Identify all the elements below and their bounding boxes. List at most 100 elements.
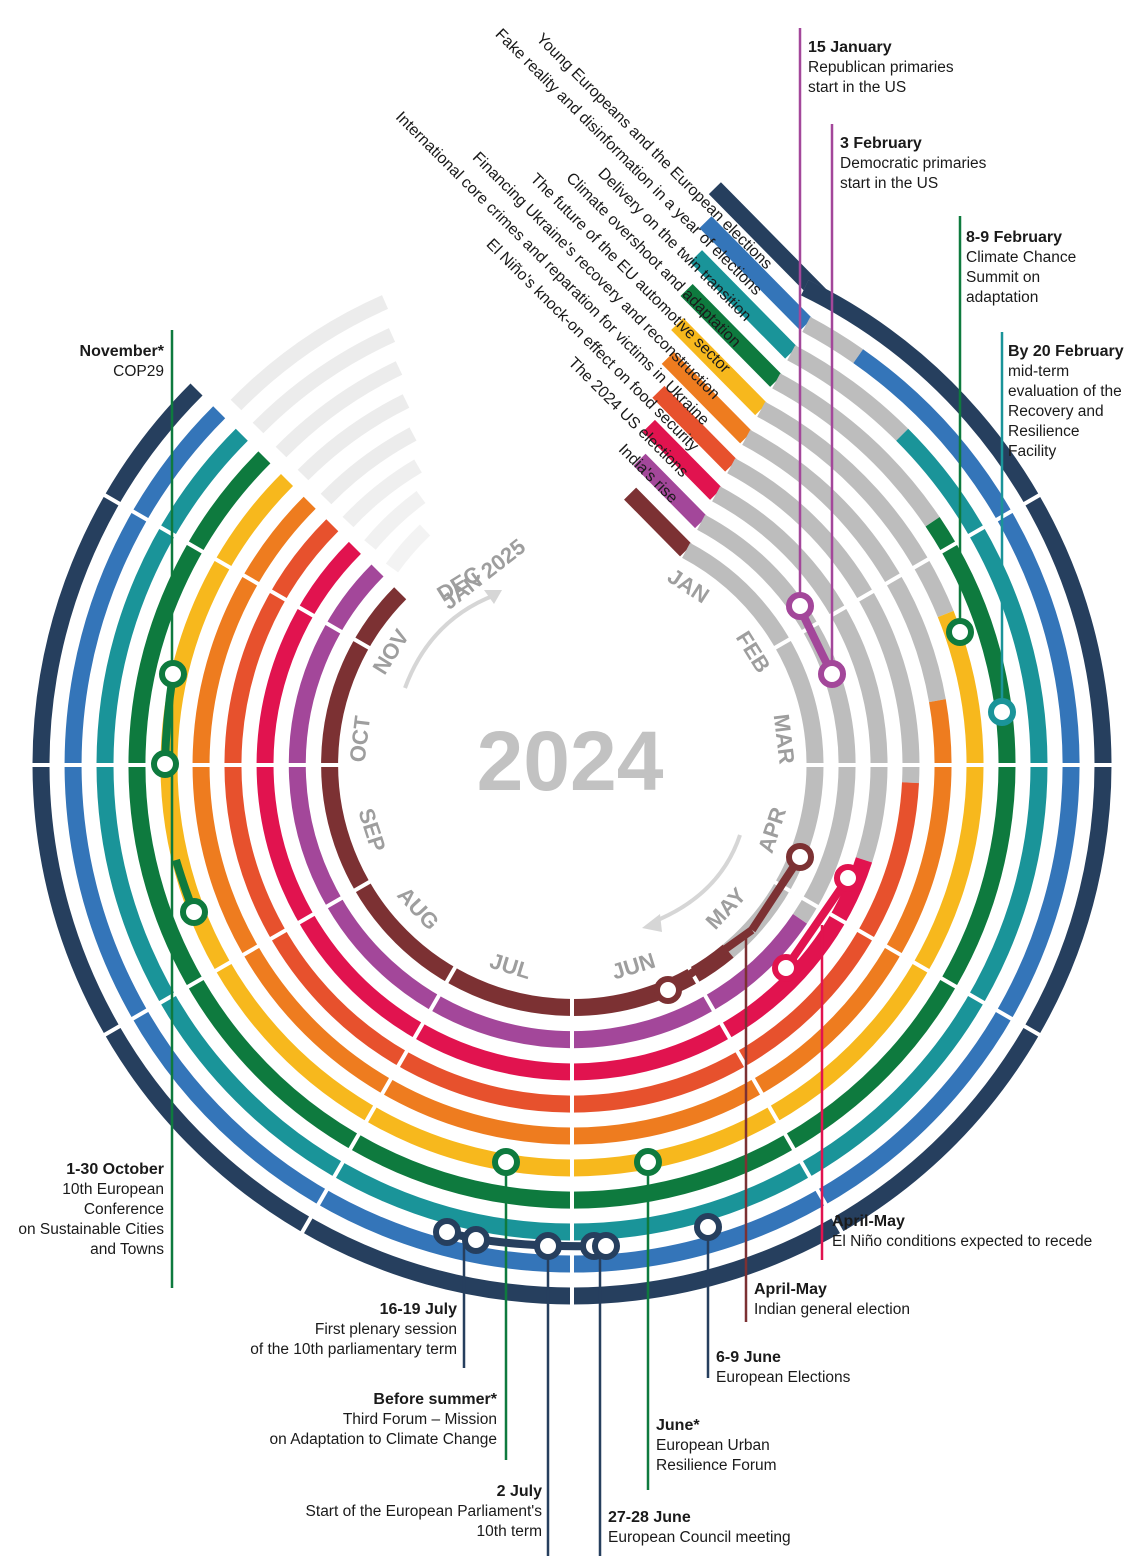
track-rings xyxy=(32,182,1112,1305)
month-label: APR xyxy=(753,804,791,856)
ring-separators xyxy=(29,491,1115,1308)
event-date: 15 January xyxy=(808,39,892,56)
event-date: 6-9 June xyxy=(716,1349,781,1366)
month-separator xyxy=(298,964,459,1237)
event-marker xyxy=(534,1232,562,1260)
track-ring xyxy=(288,564,808,1049)
month-separator xyxy=(685,964,846,1237)
track-tail xyxy=(671,318,768,416)
event-marker xyxy=(462,1226,490,1254)
event-label-16-19-july: 16-19 July First plenary session of the … xyxy=(180,1300,457,1360)
next-year-arrow xyxy=(403,593,496,689)
event-marker xyxy=(180,898,208,926)
event-text: Indian general election xyxy=(754,1301,910,1318)
track-ring-gray xyxy=(727,458,920,784)
fade-arcs xyxy=(230,295,431,573)
track-ring-gray xyxy=(787,345,909,441)
month-label: MAR xyxy=(769,713,800,766)
event-label-1-30-october: 1-30 October 10th European Conference on… xyxy=(0,1160,164,1260)
track-ring xyxy=(32,280,1112,1305)
event-date: 8-9 February xyxy=(966,229,1063,246)
next-year-arrowhead xyxy=(484,590,502,604)
direction-arrow xyxy=(652,834,742,924)
event-date: November* xyxy=(79,343,164,360)
event-text: Climate Chance Summit on adaptation xyxy=(966,249,1077,306)
event-date: 1-30 October xyxy=(66,1161,164,1178)
event-label-by-20-february: By 20 February mid-term evaluation of th… xyxy=(1008,342,1124,462)
month-label: SEP xyxy=(353,805,390,855)
event-marker xyxy=(634,1148,662,1176)
event-marker xyxy=(834,864,862,892)
event-label-november: November* COP29 xyxy=(40,342,164,382)
track-ring xyxy=(321,587,734,1016)
event-text: 10th European Conference on Sustainable … xyxy=(18,1181,164,1258)
month-label: JUL xyxy=(487,948,534,984)
event-marker xyxy=(592,1232,620,1260)
track-ring xyxy=(128,451,1016,1209)
event-text: Democratic primaries start in the US xyxy=(840,155,987,192)
event-label-before-summer: Before summer* Third Forum – Mission on … xyxy=(200,1390,498,1450)
event-marker xyxy=(159,660,187,688)
event-label-european-elections: 6-9 June European Elections xyxy=(716,1348,850,1388)
event-date: April-May xyxy=(754,1281,827,1298)
event-text: mid-term evaluation of the Recovery and … xyxy=(1008,363,1122,460)
track-tail xyxy=(624,487,693,557)
track-tail xyxy=(689,250,798,359)
year-label: 2024 xyxy=(477,714,664,808)
track-tail xyxy=(680,284,783,387)
event-marker xyxy=(946,618,974,646)
event-span xyxy=(665,926,755,994)
event-text: European Urban Resilience Forum xyxy=(656,1437,777,1474)
month-separator xyxy=(771,878,1044,1039)
track-ring xyxy=(256,541,873,1081)
month-separator xyxy=(100,878,373,1039)
event-marker xyxy=(988,698,1016,726)
event-markers xyxy=(151,28,1016,1556)
event-date: June* xyxy=(656,1417,700,1434)
track-ring xyxy=(64,349,1080,1273)
event-label-indian-election: April-May Indian general election xyxy=(754,1280,910,1320)
event-text: Start of the European Parliament's 10th … xyxy=(305,1503,542,1540)
event-date: 3 February xyxy=(840,135,922,152)
event-label-27-28-june: 27-28 June European Council meeting xyxy=(608,1508,791,1548)
event-date: 2 July xyxy=(496,1483,542,1500)
track-tail xyxy=(661,351,753,444)
event-date: 27-28 June xyxy=(608,1509,691,1526)
event-span xyxy=(748,854,804,933)
event-date: April-May xyxy=(832,1213,905,1230)
event-label-3-february: 3 February Democratic primaries start in… xyxy=(840,134,986,194)
event-text: European Council meeting xyxy=(608,1529,791,1546)
event-text: Republican primaries start in the US xyxy=(808,59,954,96)
event-date: 16-19 July xyxy=(379,1301,457,1318)
month-label: OCT xyxy=(345,714,376,764)
month-separator xyxy=(771,491,1044,652)
event-marker xyxy=(492,1148,520,1176)
event-span xyxy=(782,875,852,971)
track-tail xyxy=(633,453,708,529)
event-label-el-nino-recede: April-May El Niño conditions expected to… xyxy=(832,1212,1092,1252)
track-ring xyxy=(224,519,919,1113)
event-marker xyxy=(654,976,682,1004)
month-separator xyxy=(100,491,373,652)
event-text: European Elections xyxy=(716,1369,851,1386)
event-marker xyxy=(786,592,814,620)
event-text: COP29 xyxy=(113,363,164,380)
event-marker xyxy=(772,954,800,982)
track-tail xyxy=(699,216,813,331)
track-tail xyxy=(708,182,828,303)
event-marker xyxy=(151,750,179,778)
event-label-8-9-february: 8-9 February Climate Chance Summit on ad… xyxy=(966,228,1076,308)
event-text: Third Forum – Mission on Adaptation to C… xyxy=(269,1411,498,1448)
track-ring-gray xyxy=(742,429,946,703)
event-date: Before summer* xyxy=(373,1391,497,1408)
track-tail xyxy=(642,419,723,500)
event-marker xyxy=(433,1218,461,1246)
track-ring-gray xyxy=(757,401,954,618)
direction-arrowhead xyxy=(642,914,662,932)
event-text: El Niño conditions expected to recede xyxy=(832,1233,1093,1250)
track-ring-gray xyxy=(697,514,856,924)
event-marker xyxy=(818,660,846,688)
event-marker xyxy=(786,843,814,871)
event-label-15-january: 15 January Republican primaries start in… xyxy=(808,38,954,98)
